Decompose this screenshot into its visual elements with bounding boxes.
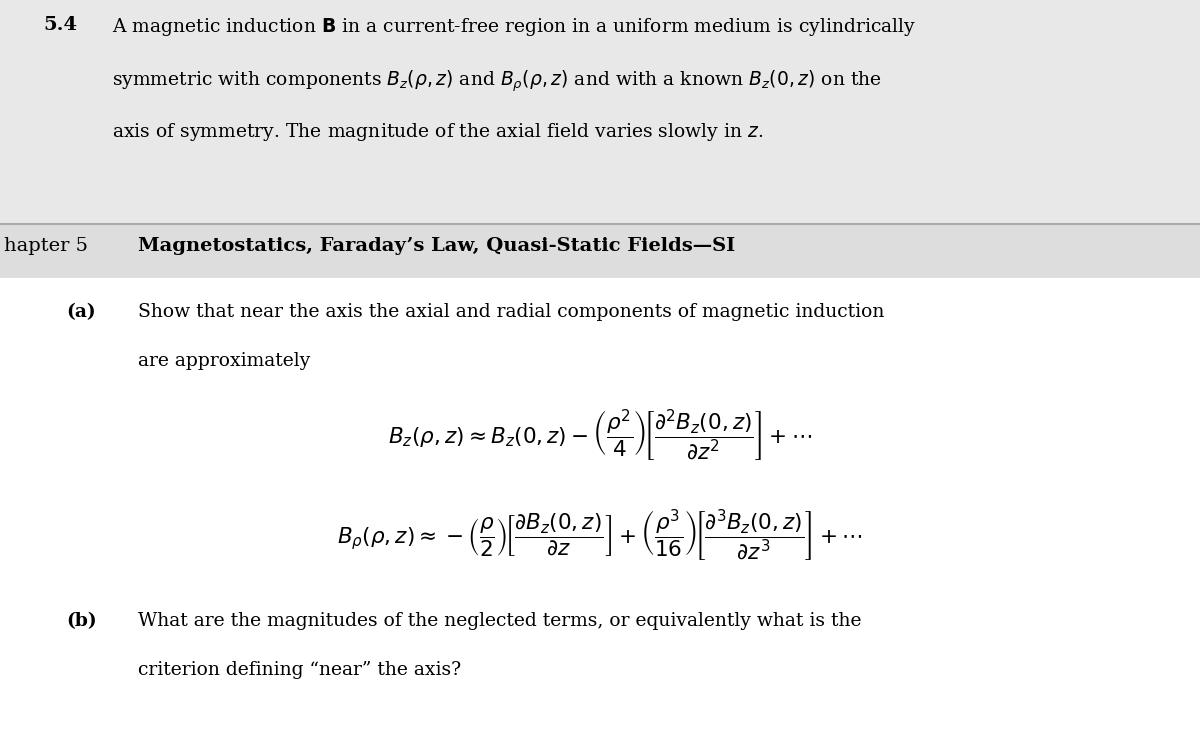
Text: (a): (a): [66, 304, 96, 321]
Text: Magnetostatics, Faraday’s Law, Quasi-Static Fields—SI: Magnetostatics, Faraday’s Law, Quasi-Sta…: [138, 237, 736, 255]
Text: are approximately: are approximately: [138, 352, 311, 370]
Text: (b): (b): [66, 612, 97, 631]
Text: A magnetic induction $\mathbf{B}$ in a current-free region in a uniform medium i: A magnetic induction $\mathbf{B}$ in a c…: [112, 15, 916, 37]
Text: hapter 5: hapter 5: [4, 237, 88, 255]
Text: 5.4: 5.4: [43, 15, 77, 34]
Text: $B_\rho(\rho, z) \approx -\left(\dfrac{\rho}{2}\right)\!\left[\dfrac{\partial B_: $B_\rho(\rho, z) \approx -\left(\dfrac{\…: [337, 508, 863, 564]
Text: What are the magnitudes of the neglected terms, or equivalently what is the: What are the magnitudes of the neglected…: [138, 612, 862, 631]
Text: Show that near the axis the axial and radial components of magnetic induction: Show that near the axis the axial and ra…: [138, 304, 884, 321]
Text: criterion defining “near” the axis?: criterion defining “near” the axis?: [138, 661, 461, 679]
FancyBboxPatch shape: [0, 224, 1200, 735]
Text: $B_z(\rho, z) \approx B_z(0, z) - \left(\dfrac{\rho^2}{4}\right)\!\left[\dfrac{\: $B_z(\rho, z) \approx B_z(0, z) - \left(…: [388, 408, 812, 465]
Text: symmetric with components $B_z(\rho, z)$ and $B_\rho(\rho, z)$ and with a known : symmetric with components $B_z(\rho, z)$…: [112, 68, 882, 94]
FancyBboxPatch shape: [0, 224, 1200, 278]
Text: axis of symmetry. The magnitude of the axial field varies slowly in $z$.: axis of symmetry. The magnitude of the a…: [112, 121, 763, 143]
